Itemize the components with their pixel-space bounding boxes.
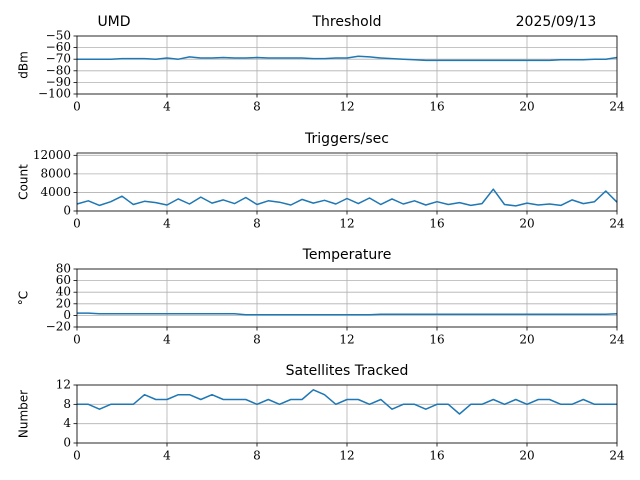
plot-frame	[76, 35, 618, 95]
y-tick-label: −20	[46, 320, 71, 334]
y-tick-label: −90	[46, 75, 71, 89]
y-tick-label: 4000	[40, 185, 71, 199]
x-tick-label: 24	[609, 449, 625, 463]
y-tick-label: 80	[56, 262, 71, 276]
panel-title: Temperature	[302, 247, 392, 263]
y-tick-label: 4	[63, 416, 71, 430]
y-axis-label: dBm	[17, 51, 31, 79]
x-tick-label: 8	[253, 100, 261, 114]
y-axis-label: °C	[17, 291, 31, 305]
y-tick-label: 40	[56, 285, 71, 299]
x-tick-label: 24	[609, 217, 625, 231]
x-tick-label: 12	[339, 333, 354, 347]
x-tick-label: 8	[253, 449, 261, 463]
x-tick-label: 20	[519, 333, 534, 347]
x-tick-label: 24	[609, 100, 625, 114]
y-tick-label: −70	[46, 52, 71, 66]
panel-title: Satellites Tracked	[286, 363, 409, 379]
y-tick-label: 0	[63, 436, 71, 450]
x-tick-label: 4	[163, 217, 171, 231]
data-line	[77, 55, 618, 62]
y-tick-label: 0	[63, 308, 71, 322]
x-tick-label: 8	[253, 333, 261, 347]
data-line	[76, 188, 618, 207]
x-tick-label: 24	[609, 333, 625, 347]
x-tick-label: 4	[163, 449, 171, 463]
y-axis-label: Number	[17, 390, 31, 438]
x-tick-label: 16	[429, 333, 444, 347]
panel-title: Triggers/sec	[304, 131, 389, 147]
x-tick-label: 16	[429, 100, 444, 114]
x-tick-label: 20	[519, 217, 534, 231]
panel-title: Threshold	[312, 14, 382, 30]
x-tick-label: 0	[73, 100, 81, 114]
x-tick-label: 12	[339, 449, 354, 463]
y-tick-label: 8	[63, 397, 71, 411]
x-tick-label: 20	[519, 449, 534, 463]
x-tick-label: 16	[429, 217, 444, 231]
plot-frame	[76, 268, 618, 328]
y-tick-label: −80	[46, 63, 71, 77]
x-tick-label: 0	[73, 217, 81, 231]
x-tick-label: 16	[429, 449, 444, 463]
plot-frame	[76, 152, 618, 212]
y-tick-label: 8000	[40, 166, 71, 180]
y-tick-label: −50	[46, 29, 71, 43]
data-line	[77, 389, 617, 415]
y-tick-label: 20	[56, 296, 71, 310]
plot-frame	[76, 384, 618, 444]
y-tick-label: 12	[56, 378, 71, 392]
x-tick-label: 0	[73, 449, 81, 463]
station-label: UMD	[97, 14, 130, 30]
x-tick-label: 8	[253, 217, 261, 231]
y-tick-label: 12000	[33, 148, 71, 162]
x-tick-label: 12	[339, 100, 354, 114]
y-tick-label: −100	[38, 87, 71, 101]
y-tick-label: 60	[56, 273, 71, 287]
x-tick-label: 12	[339, 217, 354, 231]
x-tick-label: 4	[163, 333, 171, 347]
y-tick-label: −60	[46, 40, 71, 54]
y-axis-label: Count	[17, 164, 31, 200]
y-tick-label: 0	[63, 204, 71, 218]
data-line	[77, 312, 618, 316]
date-label: 2025/09/13	[516, 14, 597, 30]
x-tick-label: 20	[519, 100, 534, 114]
x-tick-label: 0	[73, 333, 81, 347]
x-tick-label: 4	[163, 100, 171, 114]
